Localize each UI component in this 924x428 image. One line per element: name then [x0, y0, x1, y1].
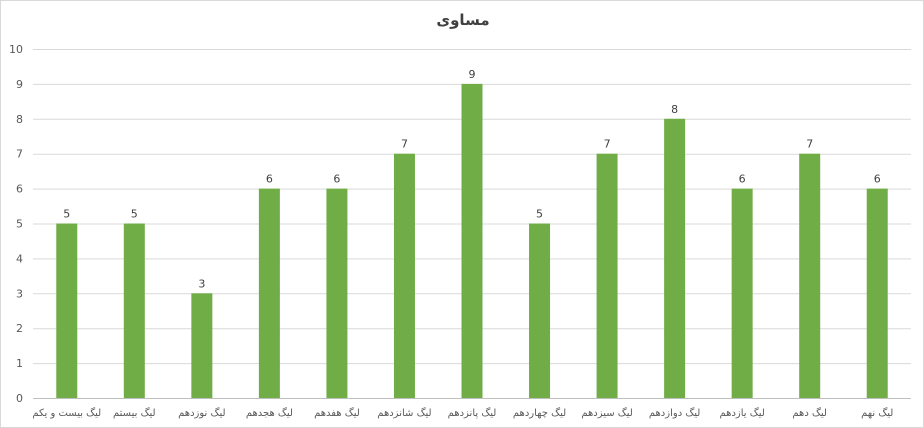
- y-tick-label: 10: [9, 43, 23, 56]
- data-label: 7: [604, 138, 611, 151]
- x-tick-label: لیگ بیست و یکم: [32, 407, 101, 419]
- y-tick-label: 9: [16, 78, 23, 91]
- bar: [393, 153, 415, 398]
- y-tick-label: 3: [16, 287, 23, 300]
- data-label: 5: [63, 208, 70, 221]
- y-tick-label: 2: [16, 322, 23, 335]
- y-tick-label: 7: [16, 148, 23, 161]
- data-label: 6: [266, 173, 273, 186]
- x-tick-label: لیگ هفدهم: [314, 407, 360, 419]
- bar: [326, 188, 348, 398]
- y-tick-label: 1: [16, 357, 23, 370]
- y-tick-label: 8: [16, 113, 23, 126]
- data-label: 9: [469, 68, 476, 81]
- bar: [56, 223, 78, 398]
- y-tick-label: 0: [16, 392, 23, 405]
- x-tick-label: لیگ یازدهم: [720, 407, 765, 419]
- y-tick-label: 6: [16, 183, 23, 196]
- x-tick-label: لیگ بیستم: [113, 407, 156, 419]
- data-label: 5: [131, 208, 138, 221]
- x-tick-label: لیگ نوزدهم: [178, 407, 225, 419]
- bar: [664, 118, 686, 399]
- data-label: 6: [739, 173, 746, 186]
- bar: [258, 188, 280, 398]
- x-tick-label: لیگ نهم: [861, 407, 893, 419]
- bar: [123, 223, 145, 398]
- data-label: 6: [874, 173, 881, 186]
- chart-title: مساوی: [436, 11, 490, 29]
- data-label: 7: [401, 138, 408, 151]
- data-label: 3: [198, 277, 205, 290]
- x-tick-label: لیگ چهاردهم: [513, 407, 566, 419]
- y-tick-label: 4: [16, 252, 23, 265]
- x-tick-label: لیگ سیزدهم: [581, 407, 633, 419]
- bar: [596, 153, 618, 398]
- y-tick-label: 5: [16, 218, 23, 231]
- data-label: 6: [333, 173, 340, 186]
- bar: [866, 188, 888, 398]
- x-tick-label: لیگ هجدهم: [246, 407, 293, 419]
- x-tick-label: لیگ پانزدهم: [448, 407, 497, 419]
- x-tick-label: لیگ دوازدهم: [649, 407, 700, 419]
- bar: [799, 153, 821, 398]
- data-label: 5: [536, 208, 543, 221]
- bar: [731, 188, 753, 398]
- bar: [191, 293, 213, 398]
- data-label: 8: [671, 103, 678, 116]
- x-tick-label: لیگ شانزدهم: [377, 407, 431, 419]
- bar: [529, 223, 551, 398]
- x-tick-label: لیگ دهم: [792, 407, 827, 419]
- data-label: 7: [806, 138, 813, 151]
- bar: [461, 83, 483, 399]
